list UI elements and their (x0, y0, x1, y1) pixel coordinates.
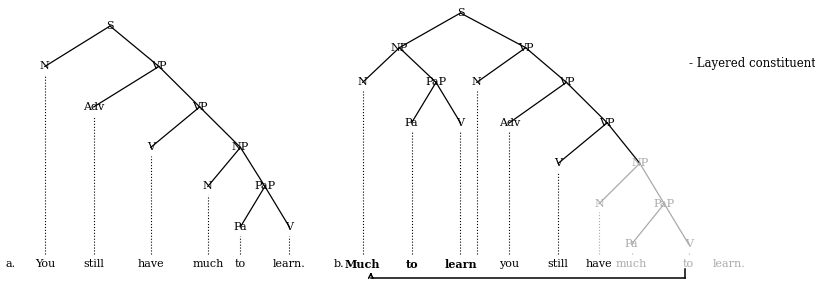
Text: V: V (285, 222, 293, 232)
Text: a.: a. (6, 260, 15, 269)
Text: to: to (235, 260, 246, 269)
Text: V: V (456, 118, 465, 128)
Text: Adv: Adv (499, 118, 520, 128)
Text: learn.: learn. (273, 260, 306, 269)
Text: N: N (472, 77, 482, 87)
Text: much: much (616, 260, 647, 269)
Text: V: V (685, 239, 693, 249)
Text: VP: VP (192, 102, 208, 112)
Text: to: to (683, 260, 694, 269)
Text: VP: VP (518, 43, 534, 53)
Text: you: you (500, 260, 519, 269)
Text: Adv: Adv (83, 102, 104, 112)
Text: - Layered constituent structures: - Layered constituent structures (689, 57, 815, 70)
Text: NP: NP (631, 158, 649, 168)
Text: S: S (456, 8, 465, 18)
Text: much: much (192, 260, 223, 269)
Text: PaP: PaP (254, 181, 275, 191)
Text: have: have (138, 260, 164, 269)
Text: Pa: Pa (625, 239, 638, 249)
Text: still: still (83, 260, 104, 269)
Text: PaP: PaP (425, 77, 447, 87)
Text: VP: VP (151, 62, 167, 71)
Text: learn.: learn. (713, 260, 746, 269)
Text: N: N (358, 77, 368, 87)
Text: VP: VP (599, 118, 615, 128)
Text: Much: Much (345, 259, 381, 270)
Text: S: S (106, 21, 114, 31)
Text: have: have (586, 260, 612, 269)
Text: V: V (147, 142, 155, 152)
Text: V: V (554, 158, 562, 168)
Text: PaP: PaP (654, 199, 675, 209)
Text: Pa: Pa (405, 118, 418, 128)
Text: NP: NP (231, 142, 249, 152)
Text: still: still (548, 260, 569, 269)
Text: to: to (405, 259, 418, 270)
Text: You: You (35, 260, 55, 269)
Text: N: N (594, 199, 604, 209)
Text: b.: b. (334, 260, 345, 269)
Text: VP: VP (558, 77, 575, 87)
Text: Pa: Pa (234, 222, 247, 232)
Text: learn: learn (444, 259, 477, 270)
Text: N: N (40, 62, 50, 71)
Text: NP: NP (390, 43, 408, 53)
Text: N: N (203, 181, 213, 191)
